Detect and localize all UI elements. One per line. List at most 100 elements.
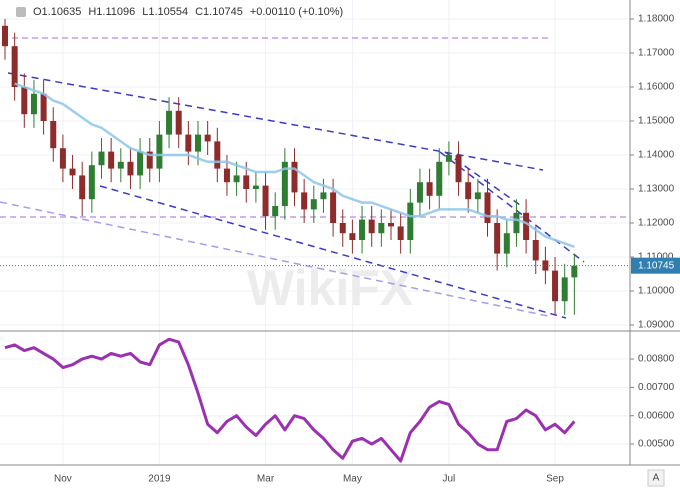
candle-body xyxy=(2,25,8,47)
y-tick-label: 0.00700 xyxy=(638,382,675,393)
candle-body xyxy=(69,168,76,176)
candle-body xyxy=(474,192,481,200)
candle-body xyxy=(416,182,423,203)
candle-body xyxy=(378,223,385,234)
y-tick-label: 1.12000 xyxy=(638,218,675,229)
candle-body xyxy=(455,155,462,183)
trend-line xyxy=(99,185,567,319)
candle-body xyxy=(320,192,327,200)
x-tick-label: Mar xyxy=(257,474,275,485)
candle-body xyxy=(30,93,37,115)
scale-button[interactable] xyxy=(647,469,665,487)
trend-line xyxy=(439,151,585,263)
candle-body xyxy=(465,182,472,200)
candle-body xyxy=(532,240,539,261)
candle-body xyxy=(137,151,144,176)
trend-line xyxy=(7,72,544,171)
candle-body xyxy=(127,161,134,176)
symbol-icon xyxy=(16,7,26,17)
candle-body xyxy=(552,270,559,302)
candle-body xyxy=(175,110,182,135)
candle-body xyxy=(445,155,452,162)
candle-body xyxy=(204,134,211,142)
trend-line xyxy=(0,201,549,317)
candle-body xyxy=(88,165,95,200)
ohlc-value: L1.10554 xyxy=(142,6,189,18)
y-tick-label: 0.00500 xyxy=(638,439,675,450)
candle-body xyxy=(272,206,279,217)
candle-body xyxy=(436,161,443,196)
candle-body xyxy=(484,192,491,224)
y-tick-label: 1.09000 xyxy=(638,320,675,331)
candle-body xyxy=(195,134,201,152)
axis-layer: 1.09000 1.10000 1.11000 1.12000 1.13000 1.140… xyxy=(54,14,680,485)
candle-body xyxy=(368,219,375,234)
x-tick-label: Jul xyxy=(443,474,456,485)
x-tick-label: 2019 xyxy=(148,474,171,485)
candle-body xyxy=(310,199,317,210)
candle-body xyxy=(11,46,18,88)
x-tick-label: Sep xyxy=(546,474,564,485)
y-tick-label: 1.14000 xyxy=(638,150,675,161)
x-tick-label: May xyxy=(343,474,362,485)
candle-body xyxy=(146,151,153,169)
candle-body xyxy=(349,233,356,241)
y-tick-label: 1.17000 xyxy=(638,48,675,59)
candle-body xyxy=(108,151,115,169)
candle-body xyxy=(21,87,28,115)
candle-body xyxy=(98,151,105,166)
y-tick-label: 1.15000 xyxy=(638,116,675,127)
candle-body xyxy=(40,93,47,122)
ohlc-header: O1.10635 H1.11096 L1.10554 C1.10745 +0.00110… xyxy=(16,6,343,18)
candle-body xyxy=(388,223,394,227)
candle-body xyxy=(571,265,578,278)
ohlc-value: H1.11096 xyxy=(88,6,136,18)
indicator-line xyxy=(4,337,576,463)
candle-body xyxy=(185,134,192,152)
candle-body xyxy=(523,212,530,241)
moving-average xyxy=(14,82,575,248)
last-price-label: 1.10745 xyxy=(638,260,675,271)
candle-body xyxy=(79,175,86,200)
candle-body xyxy=(397,226,404,241)
y-tick-label: 0.00800 xyxy=(638,354,675,365)
candle-body xyxy=(494,223,501,254)
y-tick-label: 0.00600 xyxy=(638,410,675,421)
ohlc-value: +0.00110 (+0.10%) xyxy=(249,6,344,18)
y-tick-label: 1.13000 xyxy=(638,184,675,195)
candle-body xyxy=(330,192,337,224)
candle-body xyxy=(156,134,163,169)
candle-body xyxy=(561,277,568,302)
candle-body xyxy=(426,182,433,196)
candle-body xyxy=(281,161,288,207)
candle-body xyxy=(117,161,124,169)
plot-layer xyxy=(0,19,630,463)
y-tick-label: 1.11000 xyxy=(638,252,674,263)
y-tick-label: 1.10000 xyxy=(638,286,675,297)
candle-body xyxy=(214,141,221,169)
candle-body xyxy=(339,223,346,234)
watermark: WikiFX xyxy=(247,260,413,316)
candle-body xyxy=(542,260,549,271)
ohlc-value: O1.10635 xyxy=(33,6,82,18)
candle-body xyxy=(301,192,308,210)
candle-body xyxy=(223,168,230,183)
candle-body xyxy=(243,175,250,190)
candle-body xyxy=(262,185,269,217)
y-tick-label: 1.16000 xyxy=(638,82,675,93)
candle-body xyxy=(233,175,240,183)
candle-body xyxy=(59,148,66,169)
last-price-box xyxy=(631,257,680,274)
scale-button-label[interactable]: A xyxy=(653,473,660,484)
ohlc-value: C1.10745 xyxy=(195,6,243,18)
candle-body xyxy=(166,110,173,135)
y-tick-label: 1.18000 xyxy=(638,14,675,25)
candle-body xyxy=(407,202,414,241)
candle-body xyxy=(50,121,57,149)
candle-body xyxy=(359,219,366,241)
candle-body xyxy=(252,185,259,190)
candle-body xyxy=(291,161,298,193)
